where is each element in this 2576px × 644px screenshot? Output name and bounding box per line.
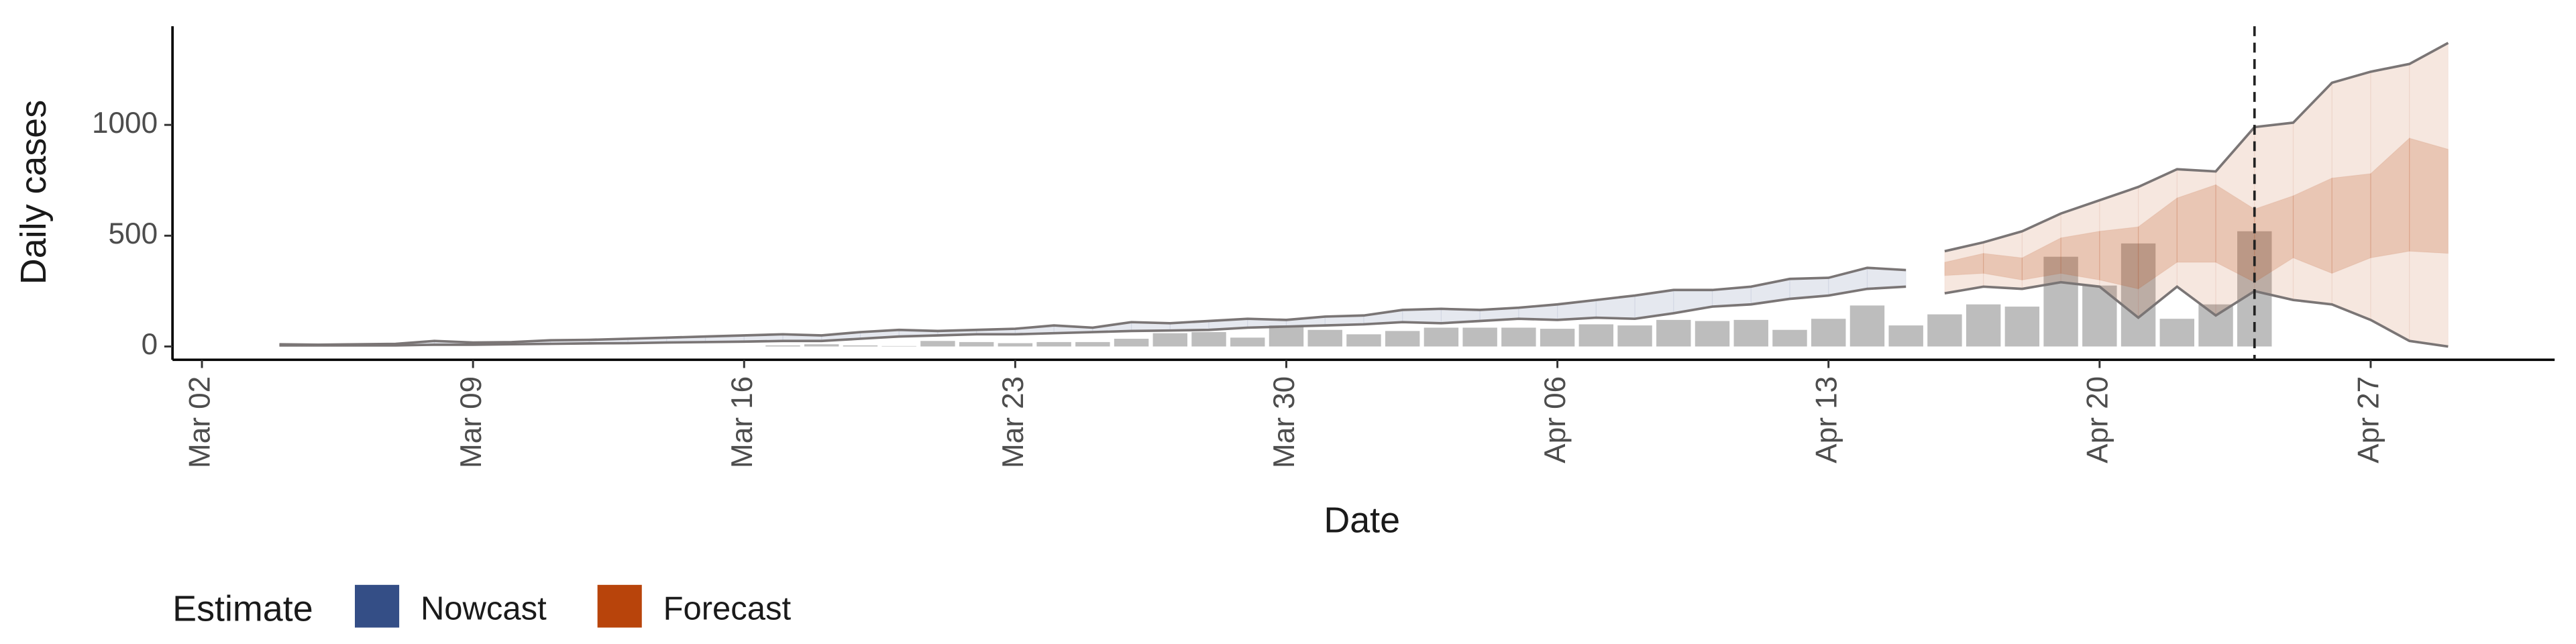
band [2409, 138, 2449, 254]
bar [843, 345, 878, 347]
x-tick-label: Apr 20 [2081, 376, 2114, 464]
y-tick-label: 0 [142, 328, 158, 361]
bar [1733, 319, 1768, 347]
legend-title: Estimate [172, 589, 313, 629]
bar [1695, 321, 1730, 347]
x-tick-label: Mar 23 [997, 376, 1030, 468]
bar [1462, 327, 1497, 347]
band [1983, 253, 2023, 281]
band [2099, 226, 2139, 290]
bar [1346, 334, 1381, 347]
bar [1191, 332, 1226, 347]
bar [1966, 304, 2001, 347]
band [1866, 267, 1907, 290]
x-tick-label: Mar 09 [455, 376, 488, 468]
interval-line [1944, 42, 2449, 253]
y-axis-title: Daily cases [13, 100, 54, 284]
bar [1888, 325, 1923, 347]
x-tick-label: Apr 27 [2353, 376, 2385, 464]
bar [804, 344, 839, 347]
y-tick-label: 1000 [92, 107, 158, 140]
bar [1501, 327, 1536, 347]
bar [1656, 319, 1691, 347]
bar [2159, 319, 2195, 347]
x-tick-label: Apr 06 [1539, 376, 1572, 464]
y-tick-label: 500 [109, 217, 158, 250]
bar [1230, 337, 1265, 347]
x-axis-title: Date [1324, 500, 1400, 540]
bar [1036, 341, 1071, 347]
band [2370, 137, 2410, 259]
bar [1114, 338, 1149, 347]
x-tick-label: Mar 30 [1268, 376, 1301, 468]
band [1944, 253, 1984, 276]
band [2060, 231, 2100, 281]
bar [1269, 325, 1304, 347]
bar [1811, 319, 1846, 347]
bar [1075, 341, 1110, 347]
bar [959, 341, 994, 347]
legend-label: Forecast [663, 590, 792, 627]
bar [920, 341, 955, 347]
bar [2121, 243, 2156, 347]
x-tick-label: Mar 02 [184, 376, 217, 468]
bar [1578, 324, 1614, 347]
x-tick-label: Mar 16 [726, 376, 759, 468]
bar [1307, 329, 1342, 347]
x-tick-label: Apr 13 [1810, 376, 1843, 464]
legend-swatch [354, 584, 400, 628]
bar [1772, 329, 1807, 347]
band [2137, 197, 2178, 290]
bar [998, 343, 1033, 347]
bar [765, 345, 800, 347]
band [2292, 177, 2332, 274]
bar [1927, 314, 1962, 347]
bar [1849, 305, 1885, 347]
legend-label: Nowcast [421, 590, 547, 627]
interval-line [279, 266, 1907, 346]
bar [1540, 329, 1575, 347]
bar [1424, 327, 1459, 347]
band [2176, 184, 2216, 263]
bar [1152, 333, 1188, 347]
bar [1617, 325, 1652, 347]
bar [2198, 304, 2233, 347]
bar [2004, 307, 2040, 347]
bar [1385, 331, 1420, 347]
bar [881, 345, 916, 347]
bar [2043, 256, 2078, 347]
band [2331, 173, 2371, 274]
legend-swatch [597, 584, 642, 628]
interval-line [279, 285, 1907, 347]
interval-line [1944, 280, 2449, 348]
band [2021, 237, 2061, 281]
